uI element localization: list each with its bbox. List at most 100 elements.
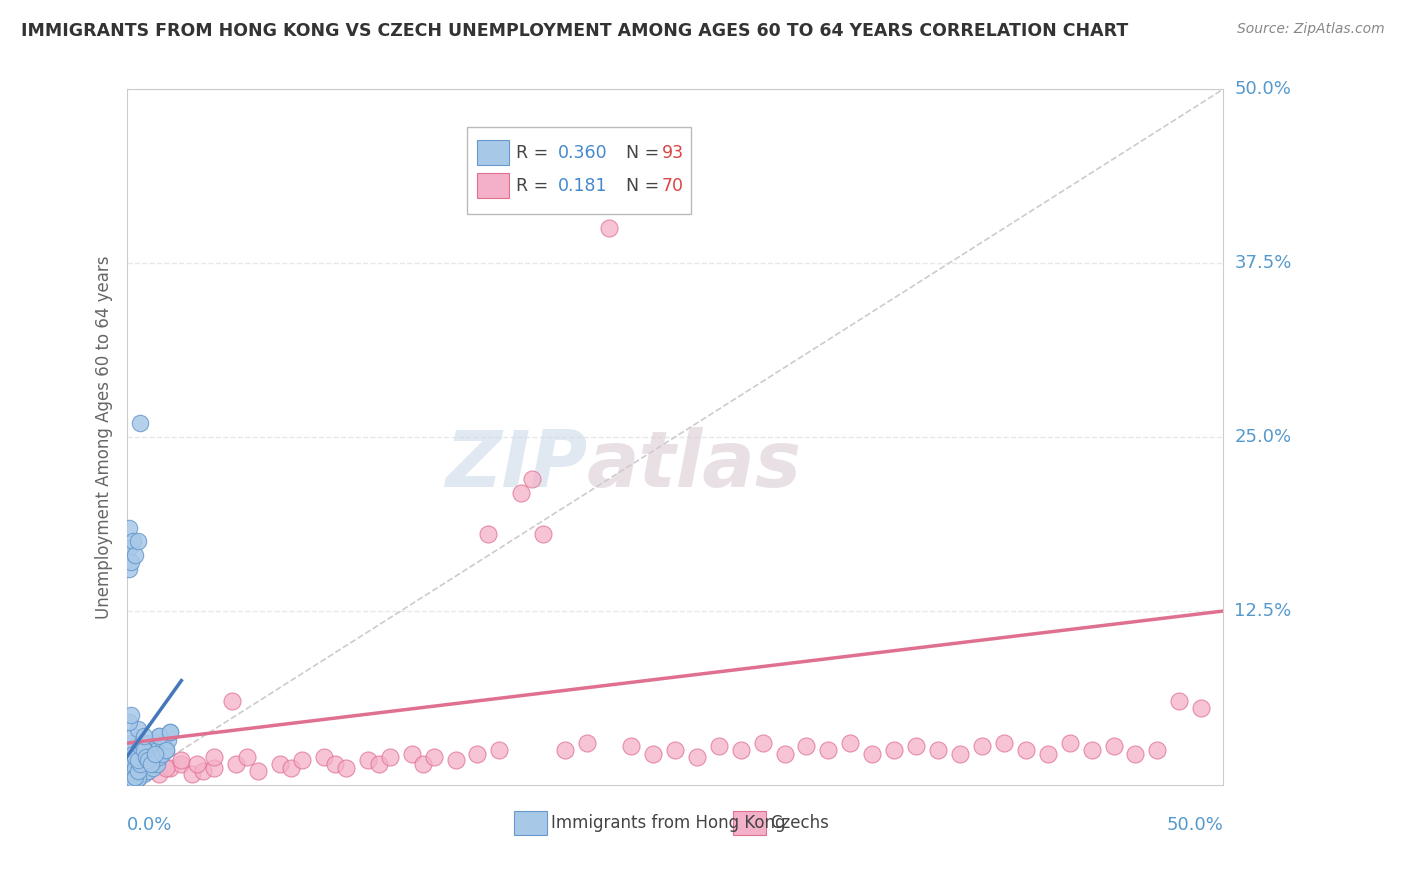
FancyBboxPatch shape [478, 173, 509, 198]
Point [132, 729, 155, 743]
Text: 25.0%: 25.0% [1234, 428, 1292, 446]
Point [730, 743, 752, 757]
Point [157, 733, 180, 747]
Point [641, 747, 664, 762]
Point [598, 221, 620, 235]
Point [477, 527, 499, 541]
Point [170, 757, 193, 772]
Text: 37.5%: 37.5% [1234, 254, 1292, 272]
Point [135, 750, 157, 764]
Point [142, 761, 165, 775]
Point [122, 747, 145, 762]
Point [142, 757, 165, 772]
Point [128, 767, 150, 781]
Point [664, 743, 686, 757]
Point [143, 736, 166, 750]
Point [620, 739, 643, 753]
Point [124, 761, 146, 775]
Text: 12.5%: 12.5% [1234, 602, 1292, 620]
Point [128, 753, 150, 767]
Point [127, 534, 149, 549]
Point [122, 771, 145, 785]
Point [118, 562, 141, 576]
Point [221, 694, 243, 708]
Point [357, 753, 380, 767]
Point [1015, 743, 1038, 757]
Y-axis label: Unemployment Among Ages 60 to 64 years: Unemployment Among Ages 60 to 64 years [94, 255, 112, 619]
Point [510, 485, 533, 500]
Point [181, 767, 204, 781]
Point [312, 750, 335, 764]
Point [120, 771, 142, 785]
FancyBboxPatch shape [513, 812, 547, 835]
Text: Immigrants from Hong Kong: Immigrants from Hong Kong [551, 814, 786, 832]
Point [118, 541, 141, 556]
Point [773, 747, 796, 762]
Point [122, 750, 145, 764]
Point [576, 736, 599, 750]
Point [139, 757, 162, 772]
Text: N =: N = [614, 177, 664, 195]
Point [247, 764, 270, 778]
Point [118, 764, 141, 778]
Point [143, 747, 166, 762]
Point [118, 775, 141, 789]
Point [122, 772, 145, 787]
Text: IMMIGRANTS FROM HONG KONG VS CZECH UNEMPLOYMENT AMONG AGES 60 TO 64 YEARS CORREL: IMMIGRANTS FROM HONG KONG VS CZECH UNEMP… [21, 22, 1129, 40]
Point [122, 767, 145, 781]
Point [118, 773, 141, 788]
Point [291, 753, 314, 767]
Point [122, 534, 145, 549]
Point [138, 736, 160, 750]
Point [236, 750, 259, 764]
Point [335, 761, 357, 775]
Point [146, 757, 169, 772]
Point [905, 739, 928, 753]
Point [170, 753, 193, 767]
FancyBboxPatch shape [467, 128, 692, 214]
Point [150, 747, 173, 762]
Point [488, 743, 510, 757]
Text: R =: R = [516, 144, 554, 161]
Text: Source: ZipAtlas.com: Source: ZipAtlas.com [1237, 22, 1385, 37]
Point [124, 770, 146, 784]
Point [131, 750, 153, 764]
Point [412, 757, 434, 772]
Text: ZIP: ZIP [444, 427, 588, 503]
Point [128, 416, 150, 430]
FancyBboxPatch shape [478, 140, 509, 165]
Point [120, 736, 142, 750]
Point [155, 761, 177, 775]
Text: 50.0%: 50.0% [1167, 816, 1223, 834]
Point [128, 757, 150, 772]
Point [124, 761, 146, 775]
Point [128, 767, 150, 781]
Point [124, 753, 146, 767]
Point [139, 743, 162, 757]
Point [132, 743, 155, 757]
Point [135, 750, 157, 764]
Point [707, 739, 730, 753]
Point [135, 761, 157, 775]
Point [132, 743, 155, 757]
Point [127, 757, 149, 772]
Point [927, 743, 949, 757]
Point [155, 743, 177, 757]
Point [120, 770, 142, 784]
Point [127, 771, 149, 785]
Text: 93: 93 [662, 144, 683, 161]
Point [159, 725, 181, 739]
Point [118, 767, 141, 781]
Point [127, 764, 149, 778]
Point [531, 527, 554, 541]
Point [883, 743, 905, 757]
Point [124, 767, 146, 781]
Point [422, 750, 444, 764]
Text: 0.0%: 0.0% [127, 816, 172, 834]
Point [128, 739, 150, 753]
Point [120, 775, 142, 789]
Point [1102, 739, 1125, 753]
Point [120, 757, 142, 772]
Text: R =: R = [516, 177, 560, 195]
Point [444, 753, 467, 767]
